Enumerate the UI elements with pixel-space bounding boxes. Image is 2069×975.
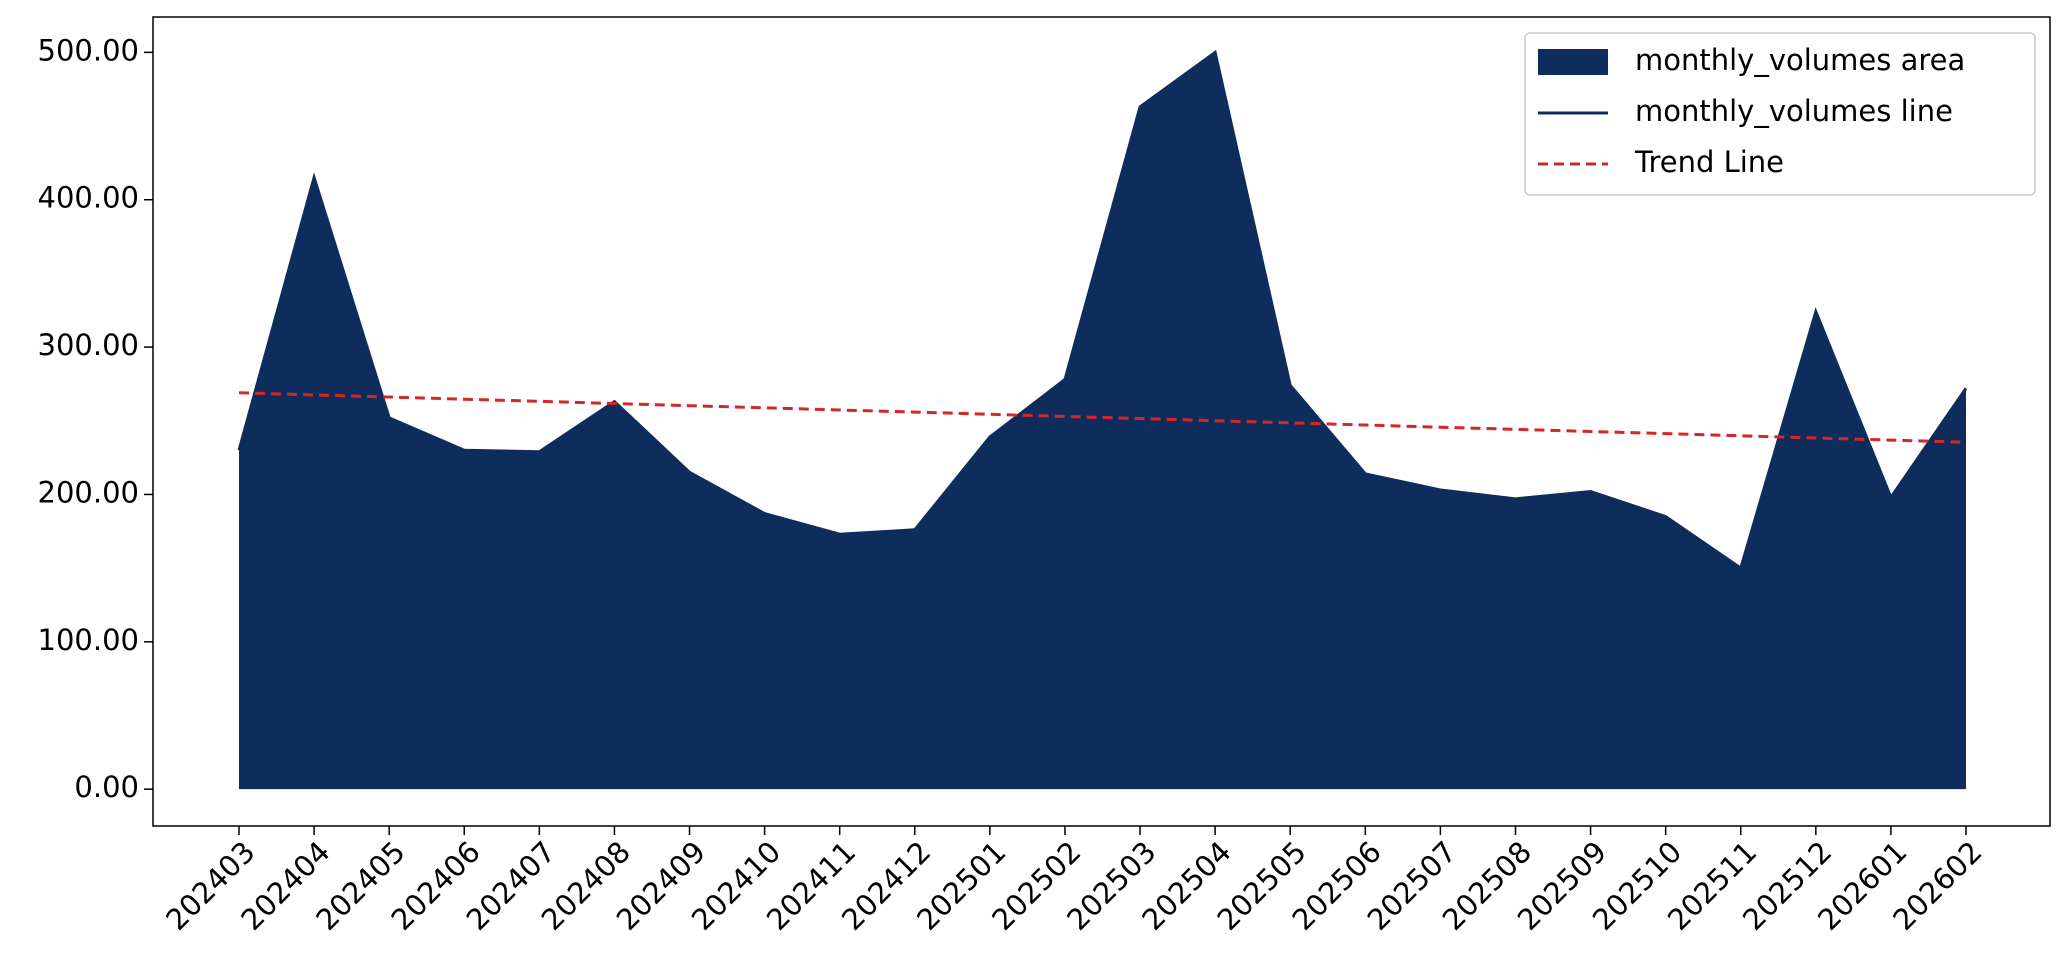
y-tick-label: 100.00: [38, 623, 139, 657]
line: [237, 49, 1968, 571]
legend-label: monthly_volumes line: [1635, 94, 1953, 128]
y-tick-label: 200.00: [38, 475, 139, 509]
y-tick-label: 0.00: [74, 770, 139, 804]
y-tick-label: 500.00: [38, 33, 139, 67]
y-tick-label: 300.00: [38, 328, 139, 362]
y-tick-label: 400.00: [38, 181, 139, 215]
legend-label: Trend Line: [1634, 145, 1784, 179]
legend-box: [1524, 32, 2036, 196]
legend-swatch: [1538, 49, 1608, 75]
plot-frame: [152, 16, 2051, 827]
area: [239, 52, 1966, 790]
legend-label: monthly_volumes area: [1635, 43, 1965, 77]
